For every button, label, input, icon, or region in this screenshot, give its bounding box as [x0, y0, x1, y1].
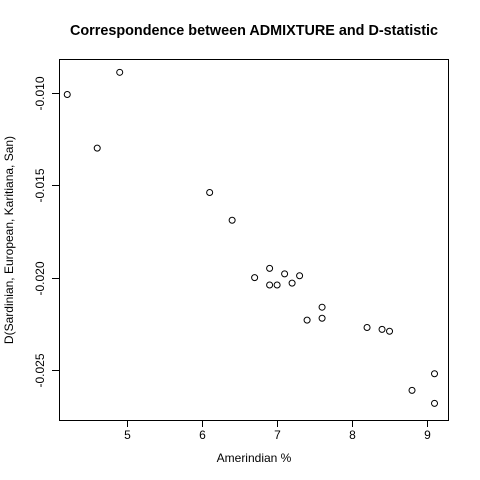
data-point	[266, 264, 274, 272]
data-point	[431, 399, 439, 407]
data-point	[363, 324, 371, 332]
data-point	[318, 314, 326, 322]
data-point	[206, 189, 214, 197]
x-tick-label: 6	[199, 428, 206, 442]
x-tick-label: 5	[124, 428, 131, 442]
y-axis: -0.010 -0.015 -0.020 -0.025	[33, 76, 59, 388]
chart-title: Correspondence between ADMIXTURE and D-s…	[70, 23, 438, 39]
data-point	[116, 68, 124, 76]
data-point	[296, 272, 304, 280]
data-point	[228, 216, 236, 224]
y-tick-label: -0.015	[33, 168, 47, 202]
y-tick-label: -0.025	[33, 353, 47, 387]
data-point	[288, 279, 296, 287]
data-point	[386, 327, 394, 335]
y-axis-label: D(Sardinian, European, Karitiana, San)	[2, 136, 16, 344]
data-point	[273, 281, 281, 289]
data-point	[303, 316, 311, 324]
data-points	[63, 68, 439, 407]
x-axis: 5 6 7 8 9	[124, 420, 431, 442]
plot-area-border	[59, 59, 449, 421]
data-point	[93, 144, 101, 152]
data-point	[63, 91, 71, 99]
x-tick-label: 9	[424, 428, 431, 442]
data-point	[281, 270, 289, 278]
data-point	[378, 325, 386, 333]
x-axis-label: Amerindian %	[217, 451, 292, 465]
y-tick-label: -0.020	[33, 261, 47, 295]
data-point	[251, 274, 259, 282]
x-tick-label: 8	[349, 428, 356, 442]
data-point	[266, 281, 274, 289]
data-point	[318, 303, 326, 311]
data-point	[431, 370, 439, 378]
y-tick-label: -0.010	[33, 76, 47, 110]
data-point	[408, 386, 416, 394]
x-tick-label: 7	[274, 428, 281, 442]
